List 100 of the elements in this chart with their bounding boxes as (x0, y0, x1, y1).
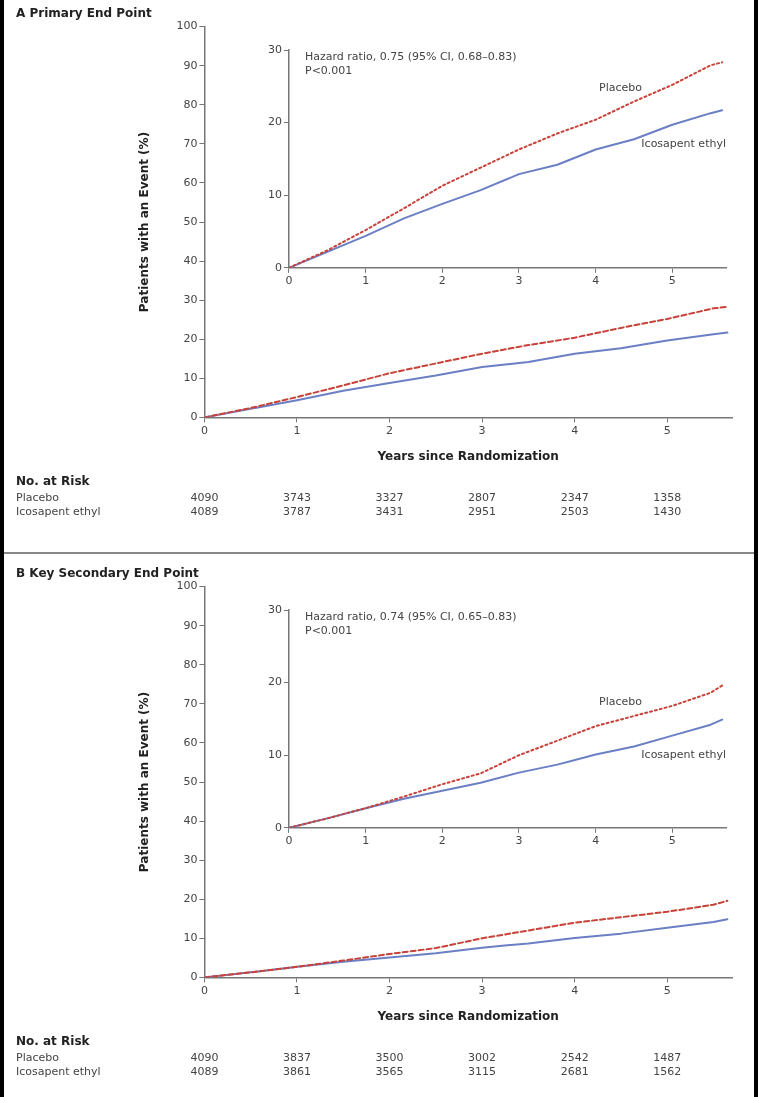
y-axis-title: Patients with an Event (%) (137, 131, 152, 313)
x-axis-title: Years since Randomization (376, 448, 559, 463)
y-tick-label: 30 (268, 602, 282, 616)
text: Placebo (16, 1051, 59, 1064)
x-tick-label: 4 (592, 834, 600, 848)
y-tick-label: 30 (183, 853, 198, 867)
text: 3115 (468, 1065, 497, 1078)
text: 2681 (560, 1065, 589, 1078)
annotation: P<0.001 (305, 64, 353, 78)
text: 1562 (653, 1065, 682, 1078)
x-tick-label: 5 (668, 834, 676, 848)
y-tick-label: 0 (190, 410, 198, 424)
text: 3500 (375, 1051, 404, 1064)
text: 4089 (190, 505, 219, 518)
text: No. at Risk (16, 474, 90, 488)
y-tick-label: 40 (183, 813, 198, 827)
y-tick-label: 40 (183, 253, 198, 267)
y-tick-label: 90 (183, 58, 198, 72)
y-tick-label: 80 (183, 97, 198, 111)
y-tick-label: 0 (275, 260, 282, 274)
text: Icosapent ethyl (16, 1065, 101, 1078)
y-tick-label: 50 (183, 214, 198, 228)
y-tick-label: 50 (183, 774, 198, 788)
line-series (289, 684, 724, 828)
text: 3565 (375, 1065, 404, 1078)
series-label: Icosapent ethyl (641, 747, 726, 761)
series-label: Placebo (599, 695, 643, 709)
text: 2807 (468, 491, 497, 504)
x-tick-label: 4 (592, 274, 600, 288)
x-tick-label: 3 (515, 834, 523, 848)
x-tick-label: 5 (663, 983, 671, 997)
text: 3431 (375, 505, 404, 518)
x-tick-label: 0 (285, 274, 293, 288)
text: 3327 (375, 491, 404, 504)
text: Icosapent ethyl (16, 505, 101, 518)
text: 2347 (560, 491, 589, 504)
y-tick-label: 0 (190, 970, 198, 984)
y-tick-label: 10 (183, 371, 198, 385)
y-tick-label: 20 (268, 675, 282, 689)
line-series (289, 61, 724, 268)
text: 3787 (282, 505, 311, 518)
text: 3743 (282, 491, 311, 504)
x-tick-label: 1 (362, 834, 370, 848)
line-series (204, 899, 729, 978)
y-tick-label: 70 (183, 136, 198, 150)
y-tick-label: 10 (268, 188, 282, 202)
x-tick-label: 0 (285, 834, 293, 848)
y-tick-label: 20 (183, 332, 198, 346)
x-tick-label: 4 (571, 983, 579, 997)
text: 1358 (653, 491, 682, 504)
x-tick-label: 1 (362, 274, 370, 288)
x-tick-label: 1 (293, 423, 301, 437)
text: 3837 (282, 1051, 311, 1064)
x-tick-label: 1 (293, 983, 301, 997)
x-tick-label: 0 (200, 423, 208, 437)
y-tick-label: 20 (183, 892, 198, 906)
x-axis-title: Years since Randomization (376, 1008, 559, 1023)
y-tick-label: 20 (268, 115, 282, 129)
x-tick-label: 2 (438, 834, 446, 848)
annotation: Hazard ratio, 0.75 (95% CI, 0.68–0.83) (305, 50, 517, 64)
text: 4090 (190, 1051, 219, 1064)
x-tick-label: 5 (663, 423, 671, 437)
x-tick-label: 3 (515, 274, 523, 288)
text: B Key Secondary End Point (16, 566, 199, 580)
x-tick-label: 4 (571, 423, 579, 437)
x-tick-label: 5 (668, 274, 676, 288)
x-tick-label: 0 (200, 983, 208, 997)
series-label: Icosapent ethyl (641, 137, 726, 151)
y-tick-label: 10 (183, 931, 198, 945)
x-tick-label: 2 (386, 423, 394, 437)
text: 2951 (468, 505, 497, 518)
y-tick-label: 10 (268, 748, 282, 762)
y-tick-label: 100 (176, 579, 198, 593)
series-label: Placebo (599, 80, 643, 94)
text: Placebo (16, 491, 59, 504)
text: 3861 (282, 1065, 311, 1078)
y-tick-label: 90 (183, 618, 198, 632)
x-tick-label: 2 (386, 983, 394, 997)
annotation: Hazard ratio, 0.74 (95% CI, 0.65–0.83) (305, 610, 517, 624)
y-tick-label: 80 (183, 657, 198, 671)
y-tick-label: 100 (176, 19, 198, 33)
annotation: P<0.001 (305, 624, 353, 638)
text: 4089 (190, 1065, 219, 1078)
x-tick-label: 3 (478, 423, 486, 437)
x-tick-label: 2 (438, 274, 446, 288)
text: 1430 (653, 505, 682, 518)
text: No. at Risk (16, 1034, 90, 1048)
y-tick-label: 70 (183, 696, 198, 710)
y-tick-label: 30 (183, 293, 198, 307)
y-axis-title: Patients with an Event (%) (137, 691, 152, 873)
y-tick-label: 30 (268, 42, 282, 56)
y-tick-label: 0 (275, 820, 282, 834)
text: 2503 (560, 505, 589, 518)
text: 3002 (468, 1051, 497, 1064)
y-tick-label: 60 (183, 735, 198, 749)
y-tick-label: 60 (183, 175, 198, 189)
text: 2542 (560, 1051, 589, 1064)
text: 4090 (190, 491, 219, 504)
text: A Primary End Point (16, 6, 152, 20)
line-series (204, 305, 729, 418)
